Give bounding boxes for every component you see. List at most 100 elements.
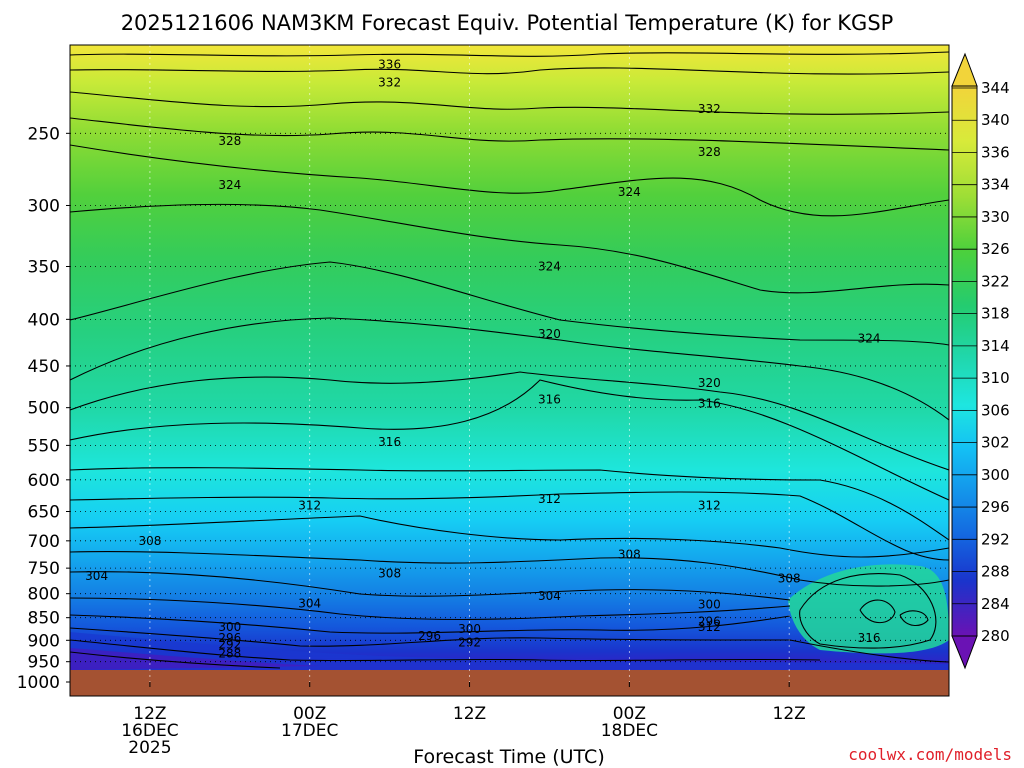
colorbar-label: 330 [981,208,1010,226]
y-tick-label: 400 [28,310,60,330]
colorbar: 344 340 336 334 330 326 322 318 314 310 306 302 300 2… [951,52,1010,670]
contour-line [70,51,949,57]
colorbar-label: 310 [981,369,1010,387]
colorbar-label: 334 [981,176,1010,194]
contour-line [70,91,949,115]
contour-label: 304 [538,589,561,603]
contour-line [799,573,937,649]
colorbar-label: 322 [981,272,1010,290]
contour-label: 324 [218,178,241,192]
y-tick-label: 600 [28,471,60,491]
x-tick-label: 00Z [613,704,646,724]
colorbar-label: 306 [981,401,1010,419]
surface-cold-pocket [70,648,320,670]
y-tick-label: 750 [28,559,60,579]
plot-frame [69,44,950,697]
contour-line [70,571,791,601]
contour-label: 320 [538,327,561,341]
y-tick-label: 900 [28,631,60,651]
contour-label: 300 [458,622,481,636]
x-axis-title: Forecast Time (UTC) [413,746,604,768]
contour-label: 316 [378,435,401,449]
contour-line [70,551,949,587]
plot-background [70,45,949,670]
y-axis: 2503003504004505005506006507007508008509… [17,124,70,693]
contour-line [70,67,949,75]
x-tick-label: 16DEC [121,721,178,741]
contour-label: 316 [538,393,561,407]
contour-label: 320 [698,376,721,390]
x-tick-label: 00Z [293,704,326,724]
credit-text: coolwx.com/models [848,745,1012,764]
contour-label: 308 [378,566,401,580]
contour-line [70,371,949,471]
contour-line [70,614,791,634]
contour-label: 308 [618,548,641,562]
contour-line [70,515,949,558]
contour-label: 308 [778,572,801,586]
contour-line [70,117,949,151]
y-tick-label: 850 [28,609,60,629]
x-tick-label: 12Z [453,704,486,724]
x-tick-label: 18DEC [601,721,658,741]
colorbar-label: 336 [981,143,1010,161]
contour-label: 292 [458,635,481,649]
contour-line [70,144,949,217]
contour-line [70,203,949,294]
contour-label: 300 [218,620,241,634]
contour-line [70,651,281,669]
contour-labels: 336 332 332 328 328 324 324 324 324 320 320 316 316 3… [85,57,880,660]
y-tick-label: 1000 [17,673,60,693]
contour-label: 304 [298,596,321,610]
y-tick-label: 800 [28,585,60,605]
colorbar-top-arrow [951,52,978,87]
contour-label: 316 [698,397,721,411]
contour-line [899,610,929,626]
colorbar-label: 326 [981,240,1010,258]
colorbar-bottom-arrow [951,635,978,670]
contour-label: 308 [138,534,161,548]
contour-label: 324 [618,185,641,199]
colorbar-label: 296 [981,498,1010,516]
plot-area: 336 332 332 328 328 324 324 324 324 320 320 316 316 3… [70,45,949,696]
warm-sector-blob [788,564,949,654]
y-tick-label: 300 [28,196,60,216]
chart-title: 2025121606 NAM3KM Forecast Equiv. Potent… [121,11,894,35]
y-tick-label: 250 [28,124,60,144]
contour-line [859,599,896,624]
colorbar-label: 340 [981,111,1010,129]
contour-label: 312 [698,498,721,512]
contour-label: 296 [698,614,721,628]
colorbar-label: 300 [981,466,1010,484]
y-tick-label: 350 [28,257,60,277]
contour-label: 304 [85,569,108,583]
contour-label: 328 [218,134,241,148]
contour-line [70,467,949,541]
contour-label: 296 [218,631,241,645]
contour-label: 296 [418,629,441,643]
contour-label: 312 [298,498,321,512]
colorbar-label: 288 [981,563,1010,581]
contour-lines [70,51,949,669]
contour-line [70,627,949,663]
contour-label: 324 [538,259,561,273]
contour-label: 312 [538,492,561,506]
y-tick-label: 700 [28,532,60,552]
colorbar-label: 284 [981,595,1010,613]
x-tick-label: 17DEC [281,721,338,741]
contour-label: 328 [698,145,721,159]
contour-label: 312 [698,620,721,634]
y-tick-label: 450 [28,357,60,377]
colorbar-label: 344 [981,79,1010,97]
contour-label: 292 [218,638,241,652]
contour-label: 300 [698,597,721,611]
y-tick-label: 550 [28,436,60,456]
colorbar-label: 292 [981,530,1010,548]
y-tick-label: 950 [28,653,60,673]
gridlines [70,45,949,682]
colorbar-label: 318 [981,305,1010,323]
contour-line [70,317,949,421]
colorbar-body [951,85,978,637]
